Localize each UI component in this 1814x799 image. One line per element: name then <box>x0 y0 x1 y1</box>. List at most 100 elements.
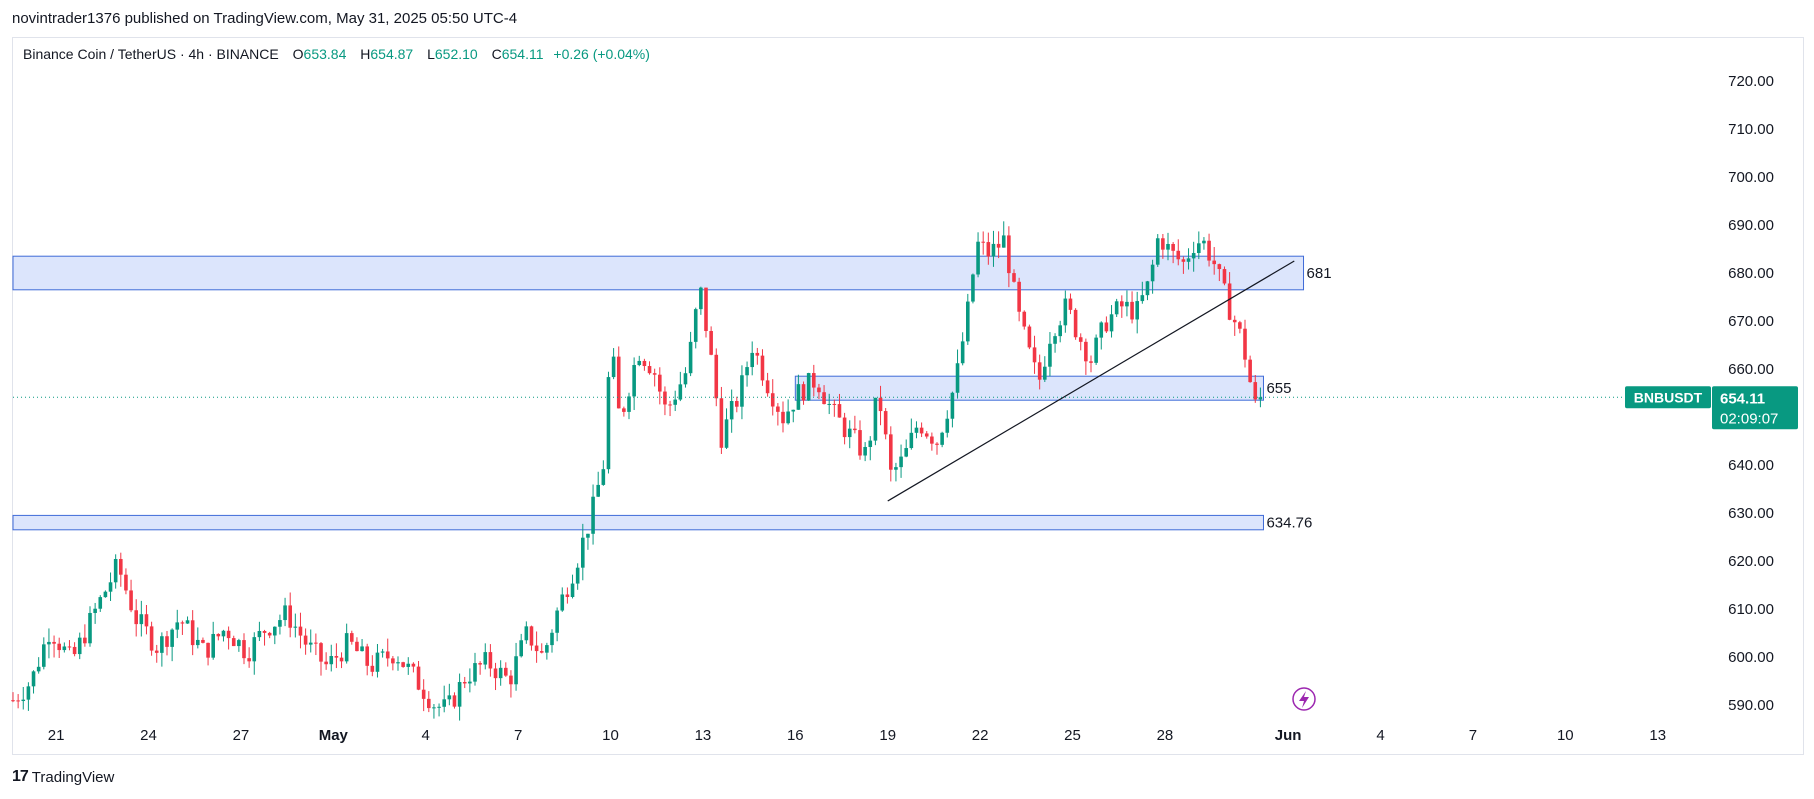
x-tick-label: 10 <box>602 727 619 744</box>
candle-body <box>565 594 570 597</box>
zone-box[interactable] <box>12 514 1264 531</box>
candle-body <box>1243 328 1247 360</box>
candle-body <box>273 626 277 636</box>
candle-body <box>935 443 939 445</box>
candle-body <box>924 433 929 437</box>
candle-body <box>149 626 154 651</box>
candle-body <box>237 640 241 647</box>
candle-body <box>442 699 446 707</box>
x-tick-label: 24 <box>140 727 157 744</box>
candle-body <box>550 632 554 646</box>
candle-body <box>883 411 888 435</box>
candle-body <box>1084 341 1088 362</box>
candle-body <box>1053 336 1057 344</box>
candle-body <box>889 434 893 470</box>
candle-body <box>930 436 934 444</box>
x-tick-label: 4 <box>422 727 430 744</box>
tradingview-logo-icon: 17 <box>12 768 29 785</box>
candle-body <box>339 657 344 662</box>
x-tick-label: May <box>319 727 349 744</box>
candle-body <box>673 399 677 405</box>
zone-box[interactable] <box>794 375 1264 401</box>
candle-body <box>637 360 642 366</box>
lightning-icon-bolt <box>1299 691 1309 708</box>
candle-body <box>919 427 924 434</box>
candle-body <box>113 558 118 583</box>
candle-body <box>1197 243 1201 254</box>
candle-body <box>324 661 328 665</box>
x-tick-label: 19 <box>879 727 896 744</box>
zone-box[interactable] <box>12 255 1305 291</box>
candle-body <box>47 641 51 645</box>
candle-body <box>853 428 857 431</box>
y-tick-label: 700.00 <box>1728 169 1774 186</box>
lightning-icon[interactable] <box>1292 687 1316 711</box>
candle-body <box>1073 309 1078 338</box>
candle-body <box>575 567 580 584</box>
x-tick-label: 7 <box>1469 727 1477 744</box>
candle-body <box>1150 264 1155 282</box>
candle-body <box>375 652 380 672</box>
symbol-title[interactable]: Binance Coin / TetherUS · 4h · BINANCE <box>23 46 279 62</box>
candle-body <box>350 633 354 642</box>
candle-body <box>468 681 472 684</box>
candle-body <box>1017 281 1021 312</box>
candle-body <box>308 642 313 645</box>
candle-body <box>678 384 683 400</box>
candle-body <box>693 309 698 342</box>
candle-body <box>380 651 385 653</box>
candle-body <box>283 605 287 621</box>
candle-body <box>950 392 955 419</box>
candle-body <box>216 633 221 637</box>
candle-body <box>278 620 282 627</box>
candle-body <box>586 533 590 538</box>
candle-body <box>847 428 852 438</box>
candle-body <box>1186 258 1191 262</box>
candle-body <box>427 698 431 709</box>
candle-body <box>190 620 195 646</box>
candle-body <box>1222 269 1227 284</box>
candle-body <box>781 411 785 424</box>
candle-body <box>663 391 667 405</box>
candle-body <box>817 387 821 393</box>
overlay-layer: 681 655 634.76 BNBUSDT 654.11 02:09:07 <box>13 260 1798 711</box>
candle-body <box>98 597 103 609</box>
candle-body <box>858 430 862 456</box>
candle-body <box>1227 283 1232 320</box>
candle-body <box>524 626 529 641</box>
candle-body <box>601 469 606 485</box>
candle-body <box>1258 397 1263 400</box>
axis-layer: 720.00 710.00 700.00 690.00 680.00 670.00 660.… <box>48 73 1774 744</box>
y-tick-label: 610.00 <box>1728 601 1774 618</box>
candle-body <box>396 662 400 664</box>
low-value: 652.10 <box>434 46 478 62</box>
candle-body <box>1238 322 1242 329</box>
candle-body <box>1248 359 1252 383</box>
y-tick-label: 690.00 <box>1728 217 1774 234</box>
candle-body <box>909 432 914 449</box>
candle-body <box>247 658 251 662</box>
candle-body <box>555 610 559 633</box>
candle-body <box>1094 337 1098 363</box>
chart-pane[interactable] <box>12 37 1804 755</box>
candle-body <box>1109 314 1114 332</box>
candle-body <box>319 643 323 662</box>
candle-body <box>709 330 713 355</box>
candle-body <box>83 637 87 644</box>
y-tick-label: 710.00 <box>1728 121 1774 138</box>
candle-body <box>88 612 92 644</box>
candle-body <box>1058 325 1062 337</box>
open-label: O <box>292 46 304 62</box>
candle-body <box>201 639 205 643</box>
x-tick-label: 22 <box>972 727 989 744</box>
candle-body <box>606 377 611 470</box>
candle-body <box>108 582 113 592</box>
x-tick-label: 28 <box>1157 727 1174 744</box>
close-label: C <box>491 46 502 62</box>
candle-body <box>267 632 272 636</box>
tradingview-logo[interactable]: 17 TradingView <box>12 768 114 786</box>
candle-body <box>124 574 128 591</box>
candle-body <box>719 398 724 448</box>
candle-body <box>1212 260 1216 265</box>
